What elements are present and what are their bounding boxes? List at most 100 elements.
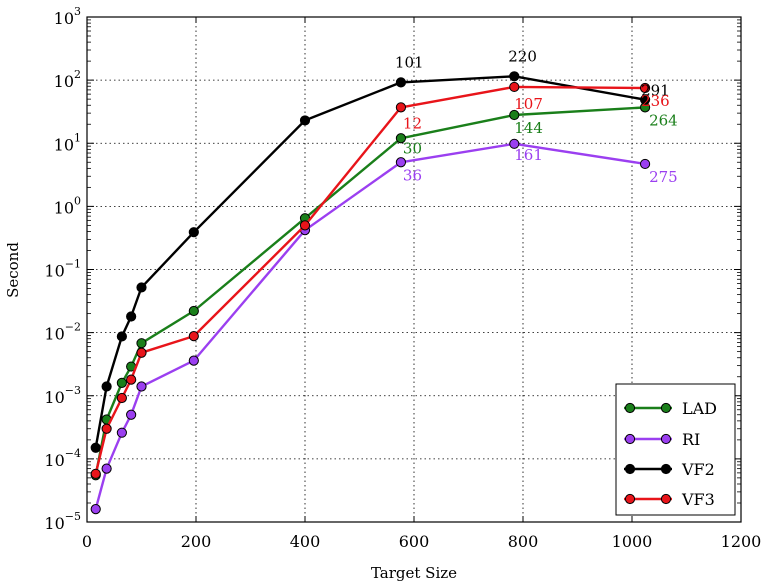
y-tick-base: 10 (54, 72, 74, 91)
y-tick-label: 10−1 (44, 258, 81, 281)
data-point-vf2 (90, 442, 101, 453)
series-line-lad (94, 106, 646, 476)
y-tick-exponent: 0 (74, 194, 81, 207)
data-point-ri (126, 409, 137, 420)
data-point-lad (116, 377, 127, 388)
data-point-vf3 (90, 468, 101, 479)
data-point-vf3 (395, 102, 407, 113)
legend-label-vf2: VF2 (681, 460, 715, 479)
y-tick-label: 102 (54, 68, 81, 91)
data-point-ri (395, 157, 407, 168)
data-point-vf2 (136, 282, 147, 293)
data-point-ri (509, 138, 520, 149)
legend-label-vf3: VF3 (681, 490, 715, 509)
legend-marker-vf3 (624, 493, 636, 505)
x-tick-label: 800 (508, 532, 539, 551)
data-point-vf3 (136, 347, 147, 358)
series-line-vf3 (94, 85, 646, 475)
y-tick-exponent: −2 (65, 321, 81, 334)
x-tick-labels: 0 200 400 600 800 1000 1200 (82, 532, 761, 551)
x-tick-label: 600 (399, 532, 430, 551)
x-tick-label: 400 (290, 532, 321, 551)
data-point-ri (639, 158, 651, 170)
x-tick-label: 1000 (612, 532, 653, 551)
y-tick-label: 10−5 (44, 510, 81, 533)
data-point-lad (395, 133, 407, 144)
annotation-label: 236 (641, 92, 670, 110)
legend: LAD RI VF2 VF3 (615, 383, 736, 516)
data-point-vf2 (639, 94, 651, 105)
data-point-lad (509, 109, 520, 121)
series-line-vf2 (94, 75, 646, 449)
data-point-vf3 (126, 374, 137, 385)
y-tick-label: 103 (54, 5, 81, 28)
data-point-vf2 (116, 331, 127, 342)
y-tick-label: 10−2 (44, 321, 81, 344)
data-point-vf2 (101, 381, 112, 392)
legend-marker-lad (660, 402, 672, 414)
data-point-ri (136, 381, 147, 392)
annotation-label: 101 (395, 53, 424, 71)
legend-marker-vf2 (660, 463, 672, 475)
y-tick-base: 10 (54, 9, 74, 28)
y-tick-exponent: 2 (74, 68, 81, 81)
y-tick-base: 10 (44, 514, 64, 533)
annotation-layer: 101 220 291 12 107 236 30 144 264 36 161 275 (395, 47, 678, 186)
annotation-label: 275 (649, 168, 678, 186)
data-point-vf3 (639, 82, 651, 94)
y-tick-base: 10 (44, 451, 64, 470)
annotation-label: 220 (508, 47, 537, 65)
x-tick-label: 1200 (721, 532, 762, 551)
y-tick-base: 10 (44, 325, 64, 344)
annotation-label: 161 (514, 146, 543, 164)
y-tick-exponent: 1 (74, 131, 81, 144)
data-point-ri (116, 427, 127, 438)
legend-label-lad: LAD (682, 399, 717, 418)
tick-layer (86, 16, 742, 523)
annotation-label: 107 (514, 95, 543, 113)
data-point-ri (188, 355, 199, 366)
data-point-vf3 (188, 331, 199, 342)
y-tick-base: 10 (44, 388, 64, 407)
data-point-ri (101, 463, 112, 474)
annotation-label: 30 (403, 139, 422, 157)
legend-marker-ri (660, 433, 672, 445)
y-tick-exponent: 3 (74, 5, 81, 18)
y-tick-base: 10 (54, 135, 74, 154)
data-point-vf2 (126, 311, 137, 322)
data-point-vf3 (299, 220, 311, 231)
annotation-label: 36 (403, 166, 422, 184)
legend-box (615, 383, 736, 516)
series-layer (90, 71, 651, 515)
y-tick-base: 10 (44, 262, 64, 281)
y-tick-label: 100 (54, 194, 81, 217)
annotation-label: 12 (403, 114, 422, 132)
annotation-label: 144 (514, 119, 543, 137)
x-tick-label: 0 (82, 532, 92, 551)
annotation-label: 291 (641, 82, 670, 100)
y-tick-label: 10−4 (44, 447, 81, 470)
series-line-ri (94, 142, 646, 510)
y-tick-exponent: −1 (65, 258, 81, 271)
legend-label-ri: RI (682, 430, 700, 449)
y-tick-label: 10−3 (44, 384, 81, 407)
data-point-vf2 (299, 115, 311, 126)
data-point-ri (90, 504, 101, 515)
legend-marker-lad (624, 402, 636, 414)
annotation-label: 264 (649, 111, 678, 129)
data-point-vf3 (101, 423, 112, 434)
legend-marker-vf3 (660, 493, 672, 505)
x-axis-title: Target Size (371, 564, 457, 582)
data-point-vf3 (509, 81, 520, 93)
y-tick-base: 10 (54, 198, 74, 217)
y-tick-exponent: −4 (65, 447, 81, 460)
legend-marker-vf2 (624, 463, 636, 475)
data-point-lad (188, 305, 199, 317)
data-point-vf2 (395, 77, 407, 88)
legend-marker-ri (624, 433, 636, 445)
y-tick-exponent: −3 (65, 384, 81, 397)
data-point-vf3 (116, 392, 127, 404)
data-point-lad (136, 338, 147, 349)
